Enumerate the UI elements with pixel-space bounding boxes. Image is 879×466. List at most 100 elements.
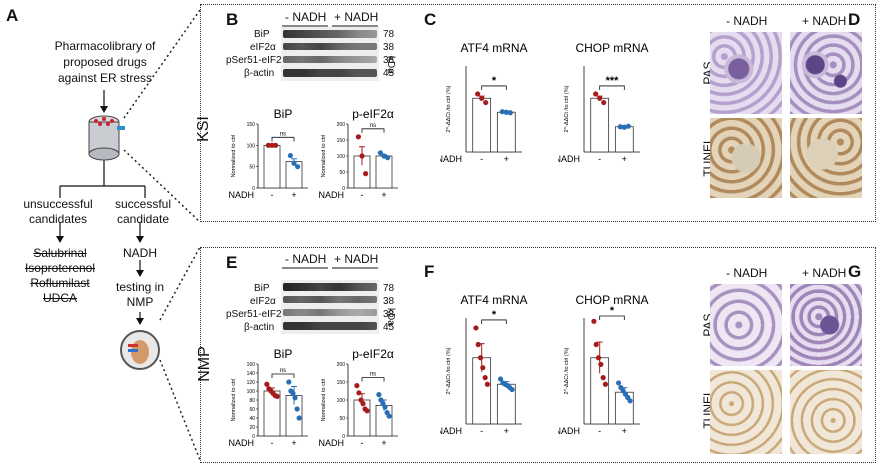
drug-udca: UDCA — [42, 291, 77, 305]
significance-bracket — [481, 319, 507, 324]
panel-a-letter: A — [6, 6, 19, 25]
x-category-label: + — [381, 438, 386, 448]
x-axis-label: NADH — [228, 190, 254, 200]
x-axis-label: NADH — [440, 426, 462, 436]
data-point — [484, 381, 491, 387]
chart-b-peif2a: p-eIF2α Normalized to ctrl 0 50 100 150 200 - + N… — [318, 108, 398, 200]
bar-minus — [590, 97, 610, 153]
x-category-label: - — [361, 438, 364, 448]
title-line-3: against ER stress — [57, 71, 153, 85]
data-point — [503, 109, 509, 115]
data-point — [597, 95, 603, 101]
data-point — [615, 380, 622, 386]
bar-minus — [263, 144, 281, 189]
data-point — [377, 150, 383, 156]
data-point — [296, 415, 302, 421]
y-tick-label: 100 — [337, 154, 346, 160]
bar-minus — [472, 97, 492, 153]
significance-label: * — [492, 309, 497, 321]
chart-c-chop: CHOP mRNA 2^-ΔΔCt /to ctrl (%) - + NADH *** — [558, 41, 649, 164]
significance-bracket — [361, 377, 385, 382]
chart-title: CHOP mRNA — [575, 41, 648, 55]
y-tick-label: 0 — [342, 186, 345, 192]
x-axis-label: NADH — [558, 426, 580, 436]
histology-tunel-nmp-plus — [790, 370, 862, 454]
data-point — [509, 386, 515, 393]
panel-b-letter: B — [226, 10, 239, 29]
data-point — [360, 401, 366, 407]
significance-bracket — [481, 85, 507, 90]
unsuccessful-label: unsuccessful candidates — [6, 197, 110, 227]
protein-bactin: β-actin — [244, 68, 275, 79]
x-category-label: + — [504, 154, 509, 164]
protein-pser51: pSer51-eIF2α — [226, 309, 288, 320]
data-point — [482, 375, 488, 381]
chart-b-bip: BiP Normalized to ctrl 0 50 100 150 - + NADH ns — [228, 108, 308, 200]
x-axis-label: NADH — [318, 190, 344, 200]
y-axis-label: 2^-ΔΔCt /to ctrl (%) — [446, 347, 452, 394]
y-tick-label: 120 — [247, 380, 256, 386]
x-axis-label: NADH — [318, 438, 344, 448]
panel-f-letter: F — [424, 262, 435, 281]
blot-e-kda: 78 38 38 45 — [383, 282, 394, 334]
data-point — [376, 392, 382, 398]
data-point — [295, 164, 301, 170]
y-tick-label: 100 — [247, 143, 256, 149]
y-axis-label: Normalized to ctrl — [231, 135, 237, 178]
chart-e-peif2a: p-eIF2α Normalized to ctrl 0 50 100 150 200 - + N… — [318, 348, 398, 448]
blot-b-minus: - NADH — [285, 10, 327, 24]
histo-d-plus: + NADH — [802, 14, 847, 28]
chart-c-atf4: ATF4 mRNA 2^-ΔΔCt /to ctrl (%) - + NADH * — [440, 41, 528, 164]
title-line-2: proposed drugs — [63, 55, 147, 69]
data-point — [354, 383, 360, 389]
data-point — [292, 395, 298, 401]
data-point — [356, 390, 362, 396]
x-category-label: + — [622, 426, 627, 436]
data-point — [364, 408, 370, 414]
chart-title: CHOP mRNA — [575, 293, 648, 307]
kda-78: 78 — [383, 283, 395, 294]
chart-title: ATF4 mRNA — [460, 41, 527, 55]
y-axis-label: 2^-ΔΔCt /to ctrl (%) — [564, 85, 570, 132]
chart-title: ATF4 mRNA — [460, 293, 527, 307]
y-axis-label: Normalized to ctrl — [231, 379, 237, 422]
kda-38b: 38 — [383, 309, 395, 320]
y-tick-label: 0 — [252, 434, 255, 440]
data-point — [625, 123, 631, 129]
x-category-label: + — [622, 154, 627, 164]
panel-g-letter: G — [848, 262, 862, 281]
drug-roflumilast: Roflumilast — [30, 276, 90, 290]
ksi-panel-box — [200, 4, 876, 222]
chart-title: BiP — [274, 348, 293, 361]
kda-38b: 38 — [383, 55, 395, 66]
y-tick-label: 50 — [249, 165, 255, 171]
drug-isoproterenol: Isoproterenol — [24, 261, 96, 275]
bar-plus — [614, 391, 634, 425]
significance-bracket — [599, 85, 625, 90]
x-category-label: - — [598, 426, 601, 436]
panel-c-letter: C — [424, 10, 437, 29]
data-point — [480, 365, 486, 371]
significance-label: ns — [280, 368, 286, 374]
data-point — [291, 160, 297, 166]
kda-45: 45 — [383, 322, 395, 333]
blot-b-image — [281, 27, 379, 81]
x-category-label: - — [480, 426, 483, 436]
significance-label: ns — [370, 372, 376, 378]
blot-b-protein-labels: BiP eIF2α pSer51-eIF2α β-actin — [226, 28, 287, 80]
significance-bracket — [271, 136, 295, 142]
blot-e-plus: + NADH — [334, 252, 379, 266]
data-point — [617, 124, 623, 130]
data-point — [264, 381, 270, 387]
y-tick-label: 0 — [342, 434, 345, 440]
y-tick-label: 150 — [337, 380, 346, 386]
data-point — [627, 398, 633, 404]
data-point — [355, 134, 361, 140]
significance-label: ns — [280, 131, 286, 137]
data-point — [595, 355, 602, 361]
panel-d-letter: D — [848, 10, 861, 29]
failed-drugs-list: Salubrinal Isoproterenol Roflumilast UDC… — [6, 246, 114, 306]
data-point — [598, 361, 604, 367]
nmp-panel-box — [200, 247, 876, 463]
title-line-1: Pharmacolibrary of — [54, 39, 156, 53]
